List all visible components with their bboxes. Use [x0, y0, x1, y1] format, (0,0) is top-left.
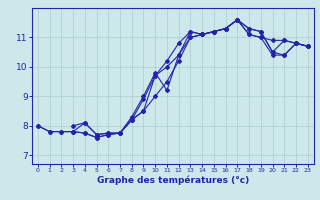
X-axis label: Graphe des températures (°c): Graphe des températures (°c)	[97, 176, 249, 185]
